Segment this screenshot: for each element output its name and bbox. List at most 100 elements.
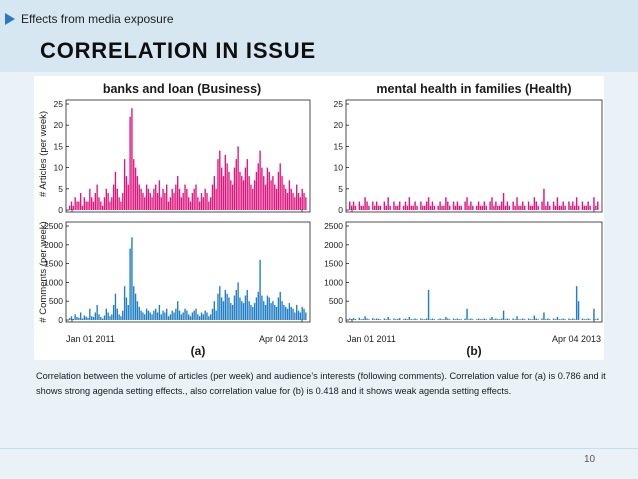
bar [404,201,407,210]
bar [491,316,493,320]
bar [583,205,586,210]
bar [305,312,307,320]
articles-ylabel: # Articles (per week) [38,111,49,197]
bar [360,319,362,320]
bar [406,319,409,320]
bar [107,193,109,210]
bar [572,201,574,210]
ytick-label: 5 [58,184,63,194]
bar [577,301,580,320]
bar [224,154,226,210]
bar [296,184,298,210]
bar [593,197,595,210]
bar [489,318,491,320]
bar [410,319,412,320]
bar [85,316,87,320]
bar [395,319,397,320]
bar [286,308,289,320]
bar [500,318,503,320]
bar [575,286,578,320]
bar [116,308,118,320]
page-number: 10 [584,454,596,465]
bar [169,314,172,320]
bar [253,180,256,210]
bar [228,297,230,320]
bar [180,314,183,320]
bar [383,318,386,320]
bar [83,197,86,210]
bar [587,201,589,210]
bar [120,201,122,210]
bar [173,312,175,320]
bar [522,201,524,210]
bar [589,205,591,210]
bar [408,316,411,320]
bar [281,176,283,210]
bar [518,205,520,210]
bar [470,318,472,320]
bar [160,314,162,320]
bar [466,197,468,210]
bar [178,188,181,210]
bar [420,201,422,210]
bar [261,295,263,320]
bar [477,201,480,210]
bar [504,319,507,320]
bar [296,304,298,320]
bar [220,167,223,210]
bar [508,205,511,210]
bar [69,205,71,210]
bar [133,286,135,320]
ytick-label: 1500 [324,259,343,269]
bar [366,201,368,210]
bar [268,171,270,210]
bar [138,184,140,210]
bar [558,205,561,210]
bar [259,259,261,320]
bar [299,312,302,320]
bar [560,205,562,210]
bar [574,205,576,210]
bar [456,318,459,320]
bar [230,303,232,320]
bar [217,159,219,210]
bar [264,184,267,210]
bar [294,197,296,210]
footer-divider [0,448,638,449]
bar [125,176,128,210]
bar [219,150,221,210]
bar [131,237,133,320]
bar [90,197,93,210]
bar [78,317,80,320]
panel-a-letter: (a) [191,344,206,358]
bar [466,308,468,320]
ytick-label: 0 [58,205,63,215]
bar [290,188,292,210]
ytick-label: 25 [54,99,64,109]
plot-frame-1 [345,99,603,213]
ytick-label: 15 [54,141,64,151]
bar [153,188,155,210]
bar [374,319,376,320]
bar [564,319,566,320]
bar [468,319,470,320]
bar [257,291,259,320]
bar [211,184,214,210]
bar [94,312,96,320]
bar [171,310,173,320]
panel-b-xtick-end: Apr 04 2013 [552,334,601,344]
bar [209,197,212,210]
ytick-label: 25 [334,99,344,109]
bar [570,319,572,320]
bar [547,201,549,210]
bar [447,201,449,210]
bar [195,308,197,320]
bar [556,197,559,210]
bar [138,306,140,320]
bar [393,318,395,320]
bar [301,188,303,210]
bar [248,176,250,210]
bar [230,180,232,210]
bar [107,312,109,320]
bar [235,289,237,320]
